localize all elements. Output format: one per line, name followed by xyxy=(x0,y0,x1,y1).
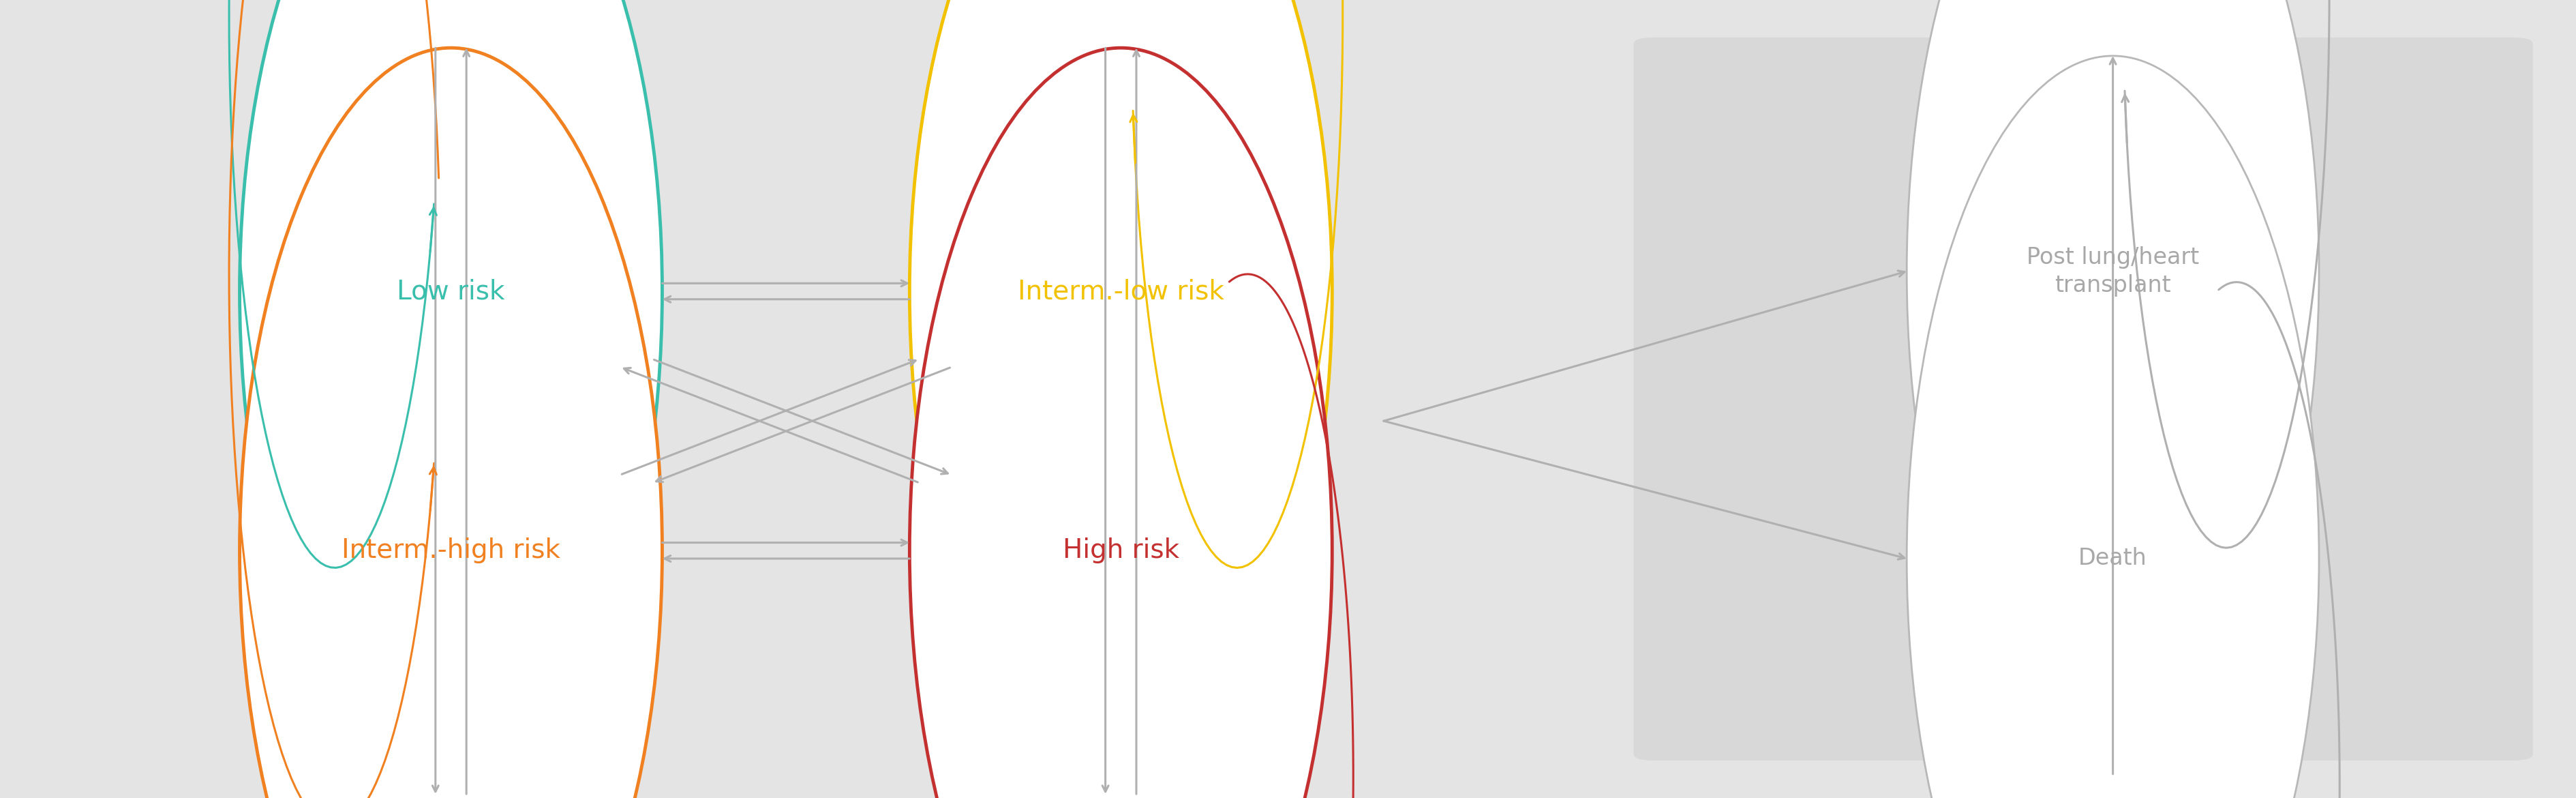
Ellipse shape xyxy=(240,48,662,798)
Text: Interm.-low risk: Interm.-low risk xyxy=(1018,279,1224,304)
Ellipse shape xyxy=(909,0,1332,794)
Ellipse shape xyxy=(909,48,1332,798)
Text: Death: Death xyxy=(2079,547,2146,570)
FancyBboxPatch shape xyxy=(44,38,1618,760)
FancyBboxPatch shape xyxy=(1633,38,2532,760)
Text: Low risk: Low risk xyxy=(397,279,505,304)
Ellipse shape xyxy=(1906,56,2318,798)
Text: Interm.-high risk: Interm.-high risk xyxy=(343,538,559,563)
Text: High risk: High risk xyxy=(1061,538,1180,563)
Text: Post lung/heart
transplant: Post lung/heart transplant xyxy=(2027,246,2197,297)
Ellipse shape xyxy=(1906,0,2318,774)
Ellipse shape xyxy=(240,0,662,794)
